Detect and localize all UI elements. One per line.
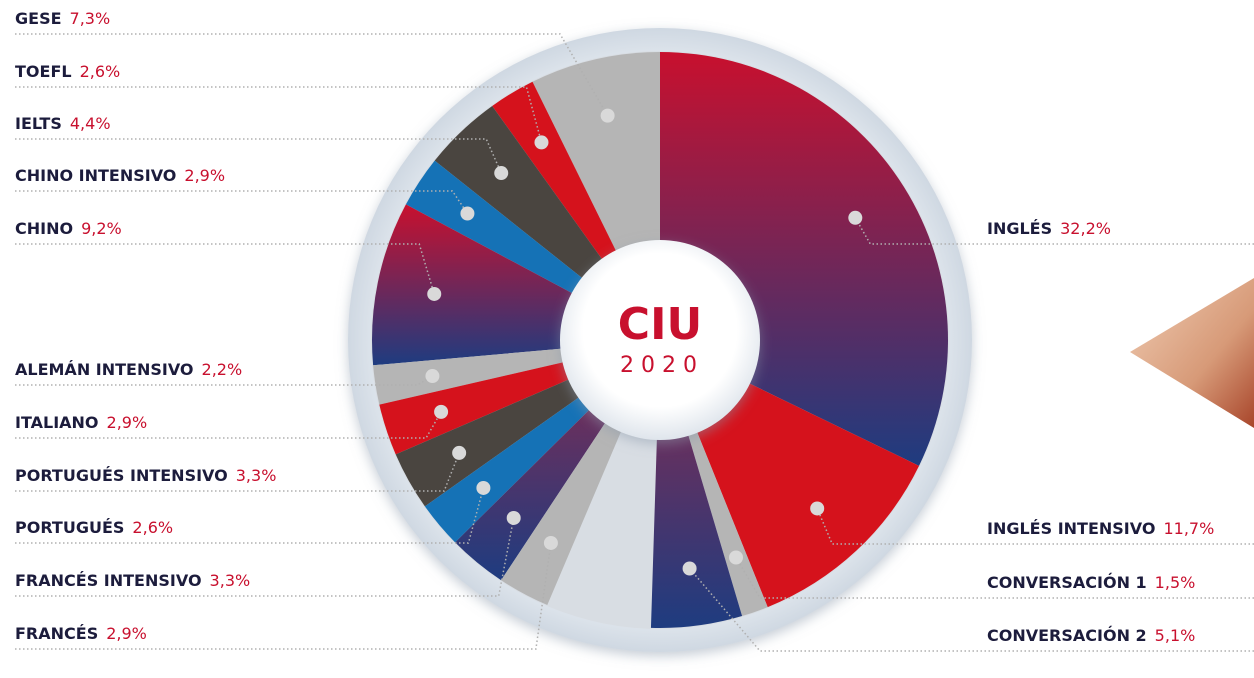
slice-label: INGLÉS INTENSIVO 11,7% [987, 519, 1214, 538]
slice-dot [476, 481, 490, 495]
slice-value: 3,3% [210, 571, 251, 590]
slice-name: ALEMÁN INTENSIVO [15, 360, 194, 379]
slice-dot [425, 369, 439, 383]
slice-name: ITALIANO [15, 413, 99, 432]
slice-value: 5,1% [1155, 626, 1196, 645]
slice-label: CONVERSACIÓN 2 5,1% [987, 626, 1195, 645]
slice-label: ITALIANO 2,9% [15, 413, 147, 432]
slice-name: FRANCÉS INTENSIVO [15, 571, 202, 590]
slice-value: 2,9% [106, 624, 147, 643]
photo [1130, 278, 1254, 428]
center-subtitle: 2020 [620, 353, 704, 378]
slice-name: CONVERSACIÓN 2 [987, 626, 1147, 645]
slice-dot [427, 287, 441, 301]
slice-name: FRANCÉS [15, 624, 98, 643]
slice-dot [434, 405, 448, 419]
slice-name: TOEFL [15, 62, 72, 81]
slice-value: 7,3% [70, 9, 111, 28]
slice-name: GESE [15, 9, 62, 28]
chart: CIU 2020 GESE 7,3% TOEFL 2,6% IELTS 4,4% CHINO… [0, 0, 1254, 678]
slice-value: 3,3% [236, 466, 277, 485]
slice-name: INGLÉS [987, 219, 1052, 238]
slice-name: CONVERSACIÓN 1 [987, 573, 1147, 592]
slice-name: CHINO INTENSIVO [15, 166, 176, 185]
slice-value: 1,5% [1155, 573, 1196, 592]
slice-dot [601, 109, 615, 123]
slice-dot [848, 211, 862, 225]
slice-value: 2,6% [132, 518, 173, 537]
slice-name: CHINO [15, 219, 73, 238]
slice-label: GESE 7,3% [15, 9, 110, 28]
slice-dot [810, 501, 824, 515]
slice-value: 9,2% [81, 219, 122, 238]
slice-value: 2,9% [184, 166, 225, 185]
slice-dot [494, 166, 508, 180]
slice-label: FRANCÉS 2,9% [15, 624, 147, 643]
slice-label: CHINO 9,2% [15, 219, 122, 238]
slice-name: IELTS [15, 114, 62, 133]
slice-dot [729, 551, 743, 565]
slice-label: INGLÉS 32,2% [987, 219, 1111, 238]
slice-dot [460, 207, 474, 221]
slice-dot [544, 536, 558, 550]
slice-label: IELTS 4,4% [15, 114, 111, 133]
slice-dot [452, 446, 466, 460]
slice-label: CHINO INTENSIVO 2,9% [15, 166, 225, 185]
slice-dot [683, 561, 697, 575]
slice-label: TOEFL 2,6% [15, 62, 120, 81]
slice-dot [534, 135, 548, 149]
slice-value: 2,9% [107, 413, 148, 432]
slice-value: 32,2% [1060, 219, 1111, 238]
slice-value: 11,7% [1163, 519, 1214, 538]
slice-label: PORTUGUÉS 2,6% [15, 518, 173, 537]
slice-value: 2,6% [80, 62, 121, 81]
slice-name: INGLÉS INTENSIVO [987, 519, 1155, 538]
center-title: CIU [618, 299, 702, 350]
slice-name: PORTUGUÉS INTENSIVO [15, 466, 228, 485]
slice-dot [507, 511, 521, 525]
slice-name: PORTUGUÉS [15, 518, 124, 537]
slice-value: 4,4% [70, 114, 111, 133]
slice-value: 2,2% [202, 360, 243, 379]
slice-label: CONVERSACIÓN 1 1,5% [987, 573, 1195, 592]
slice-label: FRANCÉS INTENSIVO 3,3% [15, 571, 250, 590]
slice-label: ALEMÁN INTENSIVO 2,2% [15, 360, 242, 379]
slice-label: PORTUGUÉS INTENSIVO 3,3% [15, 466, 276, 485]
